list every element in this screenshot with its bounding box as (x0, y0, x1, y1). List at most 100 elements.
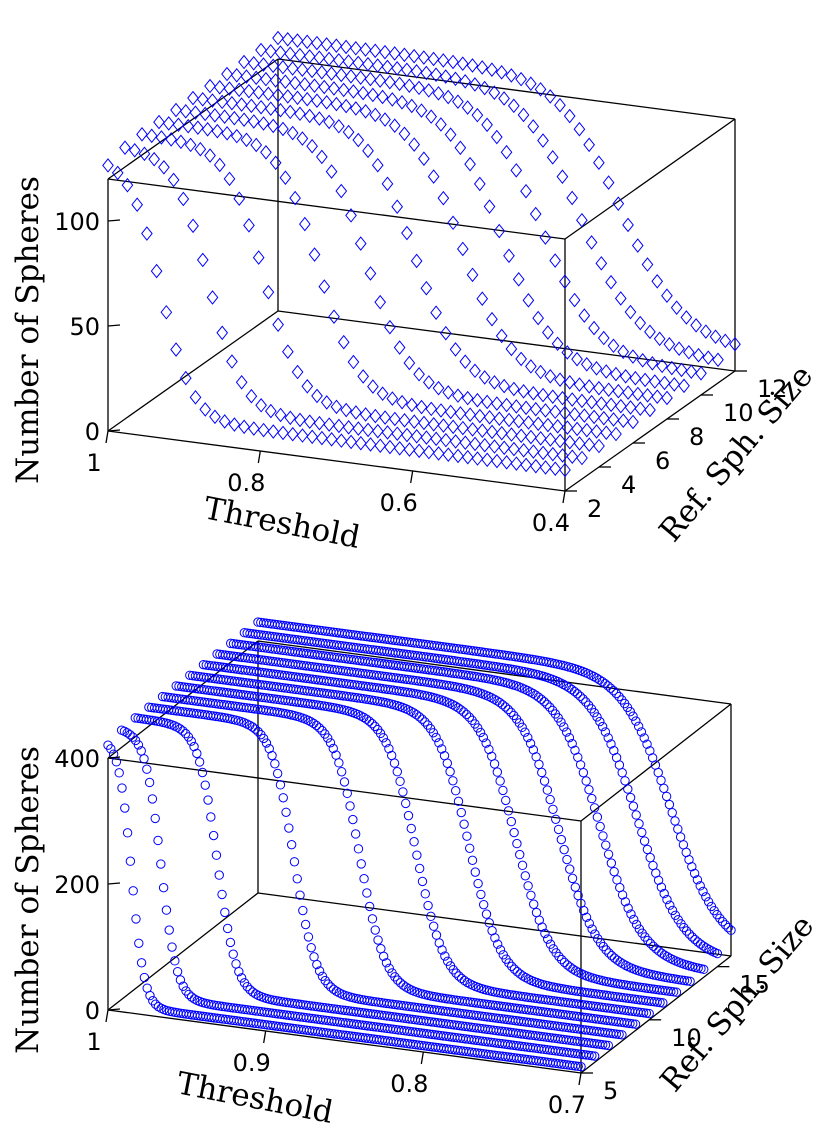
data-point (533, 692, 544, 702)
data-point (398, 47, 411, 63)
data-point (693, 937, 703, 947)
data-point (598, 941, 609, 952)
data-point (422, 375, 435, 390)
data-point (325, 66, 338, 81)
data-point (549, 461, 562, 477)
data-point (656, 775, 666, 786)
data-point (549, 404, 562, 420)
data-point (401, 427, 413, 443)
data-point (357, 369, 370, 384)
data-point (320, 395, 333, 410)
data-point (410, 253, 423, 269)
series-ref-size-14 (226, 638, 709, 975)
data-point (634, 315, 647, 331)
data-point (542, 785, 553, 795)
data-point (656, 358, 668, 374)
data-point (337, 82, 350, 98)
data-point (102, 158, 114, 173)
data-point (587, 793, 597, 804)
y-tick-label: 15 (739, 971, 770, 999)
data-point (170, 102, 182, 118)
data-point (537, 387, 549, 403)
z-tick-mark (107, 324, 121, 327)
data-point (606, 739, 616, 749)
data-point (364, 437, 377, 452)
data-point (682, 976, 692, 986)
data-point (391, 61, 403, 76)
data-point (423, 444, 435, 460)
data-point (556, 169, 569, 184)
data-point (386, 391, 399, 406)
series-ref-size-12 (272, 30, 741, 352)
data-point (393, 440, 406, 456)
data-point (269, 155, 282, 171)
data-point (540, 928, 550, 939)
data-point (600, 1040, 611, 1050)
data-point (284, 46, 297, 62)
data-point (425, 109, 438, 124)
data-point (667, 905, 678, 916)
data-point (125, 729, 135, 740)
data-point (371, 423, 384, 439)
data-point (428, 728, 439, 738)
data-point (481, 394, 493, 410)
data-point (148, 151, 161, 167)
data-point (178, 981, 188, 991)
data-point (442, 758, 453, 768)
series-ref-size-8 (144, 702, 627, 1040)
series-ref-size-6 (170, 102, 639, 430)
data-point (585, 235, 598, 250)
data-point (420, 889, 430, 899)
data-point (478, 80, 491, 96)
data-point (201, 121, 214, 137)
data-point (517, 384, 530, 399)
data-point (156, 859, 166, 869)
z-tick-mark (107, 429, 121, 432)
data-point (275, 780, 286, 790)
data-point (675, 832, 686, 842)
data-point (117, 783, 127, 793)
data-point (600, 727, 611, 737)
data-point (349, 40, 362, 56)
z-tick-label: 100 (54, 208, 100, 236)
data-point (279, 170, 292, 186)
data-point (306, 429, 319, 445)
data-point (427, 169, 440, 184)
data-point (398, 126, 411, 142)
z-tick-mark (107, 882, 121, 885)
data-point (384, 74, 396, 90)
data-point (245, 98, 258, 114)
data-point (601, 945, 611, 955)
data-point (291, 364, 304, 380)
data-point (556, 834, 567, 845)
x-tick-mark (410, 470, 414, 484)
data-point (600, 425, 613, 441)
data-point (449, 434, 462, 449)
data-point (566, 190, 578, 206)
data-point (624, 400, 637, 415)
data-point (520, 457, 532, 473)
data-point (498, 378, 510, 394)
data-point (539, 776, 550, 786)
data-point (578, 408, 591, 423)
data-point (464, 407, 476, 423)
data-point (422, 83, 435, 98)
data-point (689, 868, 700, 879)
bottom-chart-data-points (103, 617, 736, 1072)
data-point (359, 42, 372, 57)
data-point (342, 788, 352, 799)
data-point (388, 411, 401, 427)
data-point (180, 728, 191, 739)
data-point (150, 813, 160, 824)
data-point (563, 108, 576, 124)
series-ref-size-12 (198, 659, 682, 997)
data-point (189, 994, 200, 1004)
data-point (609, 866, 619, 877)
box-edge (580, 955, 732, 1074)
data-point (641, 388, 654, 403)
data-point (213, 157, 226, 173)
top-chart-x-axis-title: Threshold (201, 490, 363, 556)
data-point (303, 108, 316, 124)
data-point (134, 938, 144, 948)
data-point (456, 56, 469, 71)
